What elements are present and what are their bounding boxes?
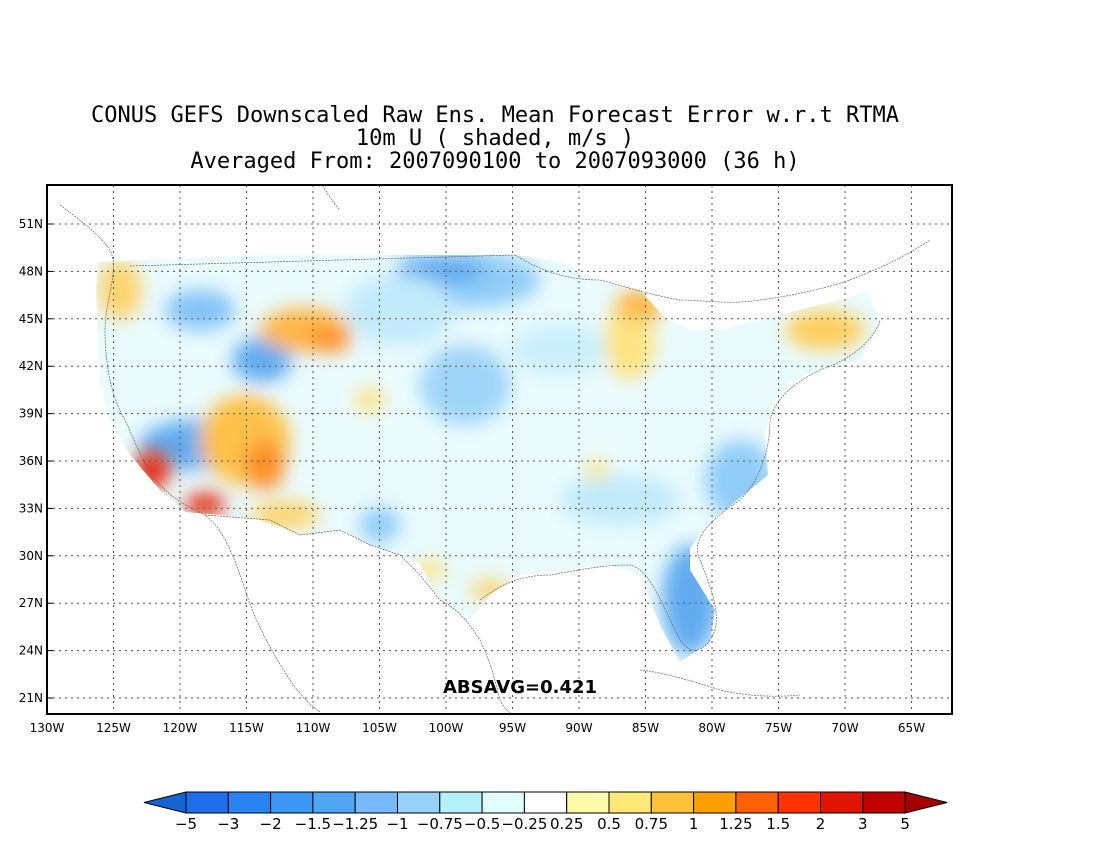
lat-tick-label: 39N: [19, 407, 43, 421]
colorbar-label: 1.25: [719, 815, 752, 833]
lat-tick-label: 21N: [19, 691, 43, 705]
lat-tick-label: 36N: [19, 454, 43, 468]
colorbar-swatch: [608, 791, 652, 814]
wind-error-field: [96, 255, 880, 662]
chart-title-line2: 10m U ( shaded, m/s ): [355, 126, 635, 151]
longitude-tick-labels: 130W 125W 120W 115W 110W 105W 100W 95W 90W 85W 80W…: [30, 721, 926, 735]
lon-tick-label: 125W: [96, 721, 131, 735]
colorbar-swatch: [481, 791, 525, 814]
colorbar-swatch: [227, 791, 272, 814]
colorbar-label: 0.25: [550, 815, 583, 833]
lat-tick-label: 24N: [19, 644, 43, 658]
chart-title-line1: CONUS GEFS Downscaled Raw Ens. Mean Fore…: [91, 103, 899, 128]
colorbar-swatch: [523, 791, 568, 814]
lat-tick-label: 33N: [19, 501, 43, 515]
lat-tick-label: 48N: [19, 264, 43, 278]
graticule: [47, 185, 952, 714]
colorbar-swatch: [650, 791, 695, 814]
colorbar-label: −1.5: [295, 815, 331, 833]
colorbar-swatch: [439, 791, 483, 814]
latitude-tick-labels: 51N 48N 45N 42N 39N 36N 33N 30N 27N 24N 21N: [19, 217, 43, 705]
lon-tick-label: 75W: [765, 721, 792, 735]
colorbar-label: 3: [858, 815, 868, 833]
lat-tick-label: 42N: [19, 359, 43, 373]
lon-tick-label: 110W: [296, 721, 331, 735]
lon-tick-label: 105W: [362, 721, 397, 735]
lon-tick-label: 65W: [898, 721, 925, 735]
lon-tick-label: 80W: [698, 721, 725, 735]
lon-tick-label: 70W: [831, 721, 858, 735]
colorbar-swatch: [777, 791, 822, 814]
colorbar-label: 2: [816, 815, 826, 833]
colorbar-swatch: [354, 791, 399, 814]
country-boundaries: [59, 185, 931, 714]
colorbar-label: −0.5: [464, 815, 500, 833]
lon-tick-label: 100W: [429, 721, 464, 735]
colorbar-label: −0.75: [417, 815, 463, 833]
lon-tick-label: 115W: [229, 721, 264, 735]
colorbar-label: −1: [386, 815, 408, 833]
colorbar-label: −0.25: [501, 815, 547, 833]
colorbar-label: 1.5: [766, 815, 790, 833]
colorbar-label: −2: [260, 815, 282, 833]
lon-tick-label: 85W: [632, 721, 659, 735]
colorbar-swatch: [270, 791, 314, 814]
lat-tick-label: 51N: [19, 217, 43, 231]
colorbar-label: 5: [900, 815, 910, 833]
colorbar-swatch: [397, 791, 441, 814]
colorbar-swatch: [735, 791, 779, 814]
colorbar-labels: −5 −3 −2 −1.5 −1.25 −1 −0.75 −0.5 −0.25 0.25 0.5 0.…: [175, 815, 910, 833]
lon-tick-label: 120W: [163, 721, 198, 735]
colorbar-label: −1.25: [332, 815, 378, 833]
map-frame: [46, 184, 953, 715]
colorbar-swatch: [693, 791, 737, 814]
colorbar-swatch: [566, 791, 610, 814]
absavg-annotation: ABSAVG=0.421: [443, 677, 597, 698]
colorbar-label: −3: [217, 815, 239, 833]
colorbar-swatch: [862, 791, 906, 814]
chart-title-line3: Averaged From: 2007090100 to 2007093000 …: [190, 149, 800, 174]
colorbar-label: 0.5: [597, 815, 621, 833]
colorbar-arrow-low: [143, 791, 187, 814]
colorbar-arrow-high: [904, 791, 948, 814]
colorbar-label: 1: [689, 815, 699, 833]
lon-tick-label: 90W: [565, 721, 592, 735]
lat-tick-label: 30N: [19, 549, 43, 563]
lat-tick-label: 45N: [19, 312, 43, 326]
colorbar-swatch: [185, 791, 229, 814]
colorbar-label: 0.75: [635, 815, 668, 833]
colorbar-label: −5: [175, 815, 197, 833]
lat-tick-label: 27N: [19, 596, 43, 610]
lon-tick-label: 95W: [499, 721, 526, 735]
colorbar: [143, 791, 948, 814]
colorbar-swatch: [312, 791, 356, 814]
lon-tick-label: 130W: [30, 721, 65, 735]
colorbar-swatch: [820, 791, 864, 814]
